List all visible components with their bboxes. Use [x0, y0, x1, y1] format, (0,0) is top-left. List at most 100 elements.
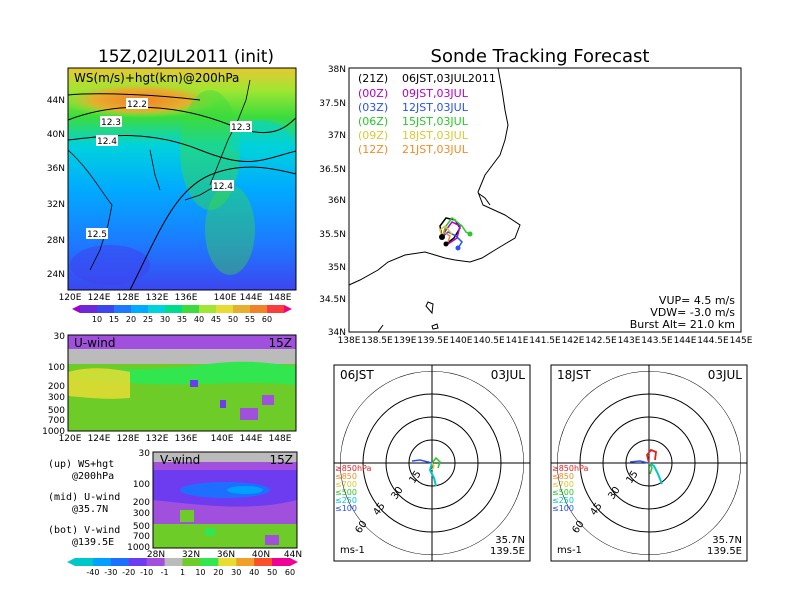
launch-jst: 09JST,03JUL	[402, 87, 469, 100]
v-wind-section	[153, 452, 297, 548]
pressure-legend-label: ≥850hPa	[552, 464, 589, 473]
colorbar-label: 30	[160, 315, 170, 324]
polar-right-lon: 139.5E	[707, 546, 742, 557]
tick-label: 142E	[562, 336, 585, 346]
note-line: (up) WS+hgt	[48, 459, 114, 470]
launch-jst: 21JST,03JUL	[402, 143, 469, 156]
colorbar-swatch	[250, 305, 268, 313]
tick-label: 37N	[328, 131, 346, 141]
polar-left-lon: 139.5E	[490, 546, 525, 557]
tick-label: 36N	[47, 164, 65, 174]
tick-label: 35N	[328, 263, 346, 273]
tick-label: 143E	[618, 336, 641, 346]
tick-label: 100	[133, 480, 150, 490]
colorbar-swatch	[233, 305, 251, 313]
colorbar-label: 15	[109, 315, 119, 324]
pressure-legend-label: ≤250	[552, 496, 574, 505]
burst-text: Burst Alt= 21.0 km	[630, 318, 735, 331]
tick-label: 141E	[506, 336, 529, 346]
ws-lat-ticks: 44N 40N 36N 32N 28N 24N	[47, 96, 65, 280]
contour-label: 12.2	[127, 100, 147, 110]
tick-label: 36.5N	[319, 165, 346, 175]
tick-label: 140.5E	[473, 336, 505, 346]
tick-label: 37.5N	[319, 99, 346, 109]
pressure-legend-label: ≤500	[552, 488, 574, 497]
svg-text:(06Z)15JST,03JUL: (06Z) 15JST,03JUL	[358, 115, 469, 128]
tick-label: 140E	[214, 293, 237, 303]
tick-label: 136E	[175, 434, 198, 444]
colorbar-label: 20	[126, 315, 136, 324]
tick-label: 24N	[47, 270, 65, 280]
launch-utc: (00Z)	[358, 87, 388, 100]
colorbar-arrow-right	[290, 558, 298, 566]
colorbar-label: 30	[231, 568, 241, 577]
tick-label: 40N	[252, 550, 270, 560]
vup-text: VUP= 4.5 m/s	[659, 294, 735, 307]
note-line: (mid) U-wind	[48, 492, 120, 503]
u-p-ticks: 30 100 200 300 500 700 1000	[42, 332, 65, 437]
tick-label: 35.5N	[319, 230, 346, 240]
tracking-lat-ticks: 38N 37.5N 37N 36.5N 36N 35.5N 35N 34.5N …	[319, 65, 346, 338]
v-panel-time: 15Z	[270, 453, 294, 467]
svg-text:(03Z)12JST,03JUL: (03Z) 12JST,03JUL	[358, 101, 469, 114]
tick-label: 145E	[730, 336, 753, 346]
colorbar-label: -10	[140, 568, 153, 577]
polar-left-date: 03JUL	[491, 368, 526, 382]
contour-label: 12.4	[97, 137, 117, 147]
colorbar-swatch	[200, 558, 219, 566]
tick-label: 140E	[211, 434, 234, 444]
contour-label: 12.4	[213, 182, 233, 192]
colorbar-label: 50	[267, 568, 277, 577]
pressure-legend-label: ≤100	[552, 504, 574, 513]
colorbar-arrow-right	[284, 305, 292, 313]
tick-label: 300	[48, 393, 65, 403]
pressure-legend-label: ≤700	[552, 480, 574, 489]
tick-label: 200	[133, 498, 150, 508]
colorbar-swatch	[114, 305, 132, 313]
tick-label: 144E	[240, 434, 263, 444]
colorbar-label: 10	[92, 315, 102, 324]
tick-label: 30	[54, 332, 66, 342]
tick-label: 32N	[47, 200, 65, 210]
tick-label: 34.5N	[319, 295, 346, 305]
colorbar-swatch	[216, 305, 234, 313]
sonde-tracks	[439, 216, 473, 251]
tick-label: 132E	[146, 434, 169, 444]
colorbar-label: 35	[177, 315, 187, 324]
colorbar-swatch	[75, 558, 94, 566]
u-wind-section	[68, 335, 296, 431]
pressure-legend-label: ≤850	[335, 472, 357, 481]
colorbar-swatch	[148, 305, 166, 313]
tick-label: 28N	[147, 550, 165, 560]
tracking-title: Sonde Tracking Forecast	[431, 46, 650, 67]
contour-label: 12.3	[101, 118, 121, 128]
colorbar-swatch	[272, 558, 291, 566]
vdw-text: VDW= -3.0 m/s	[650, 306, 735, 319]
polar-left-hodograph	[411, 456, 441, 487]
tick-label: 136E	[175, 293, 198, 303]
ws-lon-ticks: 120E 124E 128E 132E 136E 140E 144E 148E	[59, 293, 292, 303]
colorbar-label: 50	[228, 315, 238, 324]
tick-label: 148E	[269, 434, 292, 444]
tracking-lon-ticks: 138E 138.5E 139E 139.5E 140E 140.5E 141E 141.5E…	[338, 336, 753, 346]
colorbar-label: 60	[285, 568, 295, 577]
tick-label: 132E	[146, 293, 169, 303]
pressure-legend-label: ≤250	[335, 496, 357, 505]
tick-label: 148E	[269, 293, 292, 303]
colorbar-swatch	[110, 558, 130, 566]
launch-utc: (06Z)	[358, 115, 388, 128]
polar-right-hodograph	[629, 448, 663, 485]
tick-label: 38N	[328, 65, 346, 75]
launch-utc: (12Z)	[358, 143, 388, 156]
tick-label: 40N	[47, 130, 65, 140]
launch-utc: (03Z)	[358, 101, 388, 114]
v-p-ticks: 30 100 200 300 500 700 1000	[127, 449, 150, 553]
colorbar-label: -30	[104, 568, 117, 577]
note-line: @139.5E	[72, 537, 114, 548]
svg-text:(21Z)06JST,03JUL2011: (21Z) 06JST,03JUL2011	[358, 72, 496, 85]
colorbar-label: 45	[211, 315, 221, 324]
tick-label: 128E	[117, 293, 140, 303]
tracking-coastline	[348, 67, 521, 333]
tick-label: 500	[48, 406, 65, 416]
